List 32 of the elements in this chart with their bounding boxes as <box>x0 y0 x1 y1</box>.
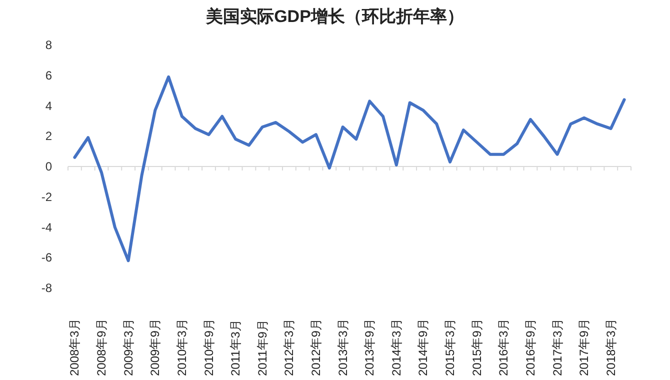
x-tick-label: 2013年9月 <box>362 318 377 376</box>
x-tick-label: 2012年9月 <box>308 318 323 376</box>
x-tick-label: 2010年9月 <box>202 318 216 376</box>
x-tick-label: 2013年3月 <box>336 318 350 376</box>
x-tick-label: 2017年9月 <box>577 318 592 376</box>
y-tick-label: -6 <box>41 250 52 265</box>
y-tick-label: 6 <box>45 68 52 82</box>
x-tick-label: 2017年3月 <box>550 318 564 376</box>
y-tick-label: 2 <box>45 129 52 144</box>
x-tick-label: 2015年3月 <box>443 318 458 376</box>
x-tick-label: 2014年9月 <box>416 318 430 376</box>
x-tick-label: 2014年3月 <box>389 318 404 376</box>
x-tick-label: 2009年3月 <box>121 318 136 376</box>
x-tick-label: 2011年9月 <box>255 320 270 376</box>
x-tick-label: 2008年9月 <box>94 318 109 376</box>
x-tick-label: 2012年3月 <box>282 318 296 376</box>
y-tick-label: -8 <box>41 281 52 295</box>
x-tick-label: 2009年9月 <box>148 318 162 376</box>
y-tick-label: -2 <box>41 190 52 204</box>
chart-title: 美国实际GDP增长（环比折年率） <box>205 7 464 26</box>
y-tick-label: -4 <box>41 220 52 234</box>
x-tick-label: 2008年3月 <box>68 318 82 376</box>
x-tick-label: 2016年3月 <box>496 318 511 376</box>
line-series <box>73 75 626 262</box>
x-tick-label: 2018年3月 <box>604 318 618 376</box>
y-tick-label: 0 <box>45 160 52 174</box>
y-tick-label: 4 <box>45 98 52 113</box>
x-tick-label: 2010年3月 <box>174 318 189 376</box>
x-tick-label: 2011年3月 <box>228 320 243 376</box>
x-tick-label: 2015年9月 <box>470 318 484 376</box>
y-tick-label: 8 <box>45 38 52 52</box>
x-tick-label: 2016年9月 <box>523 318 538 376</box>
